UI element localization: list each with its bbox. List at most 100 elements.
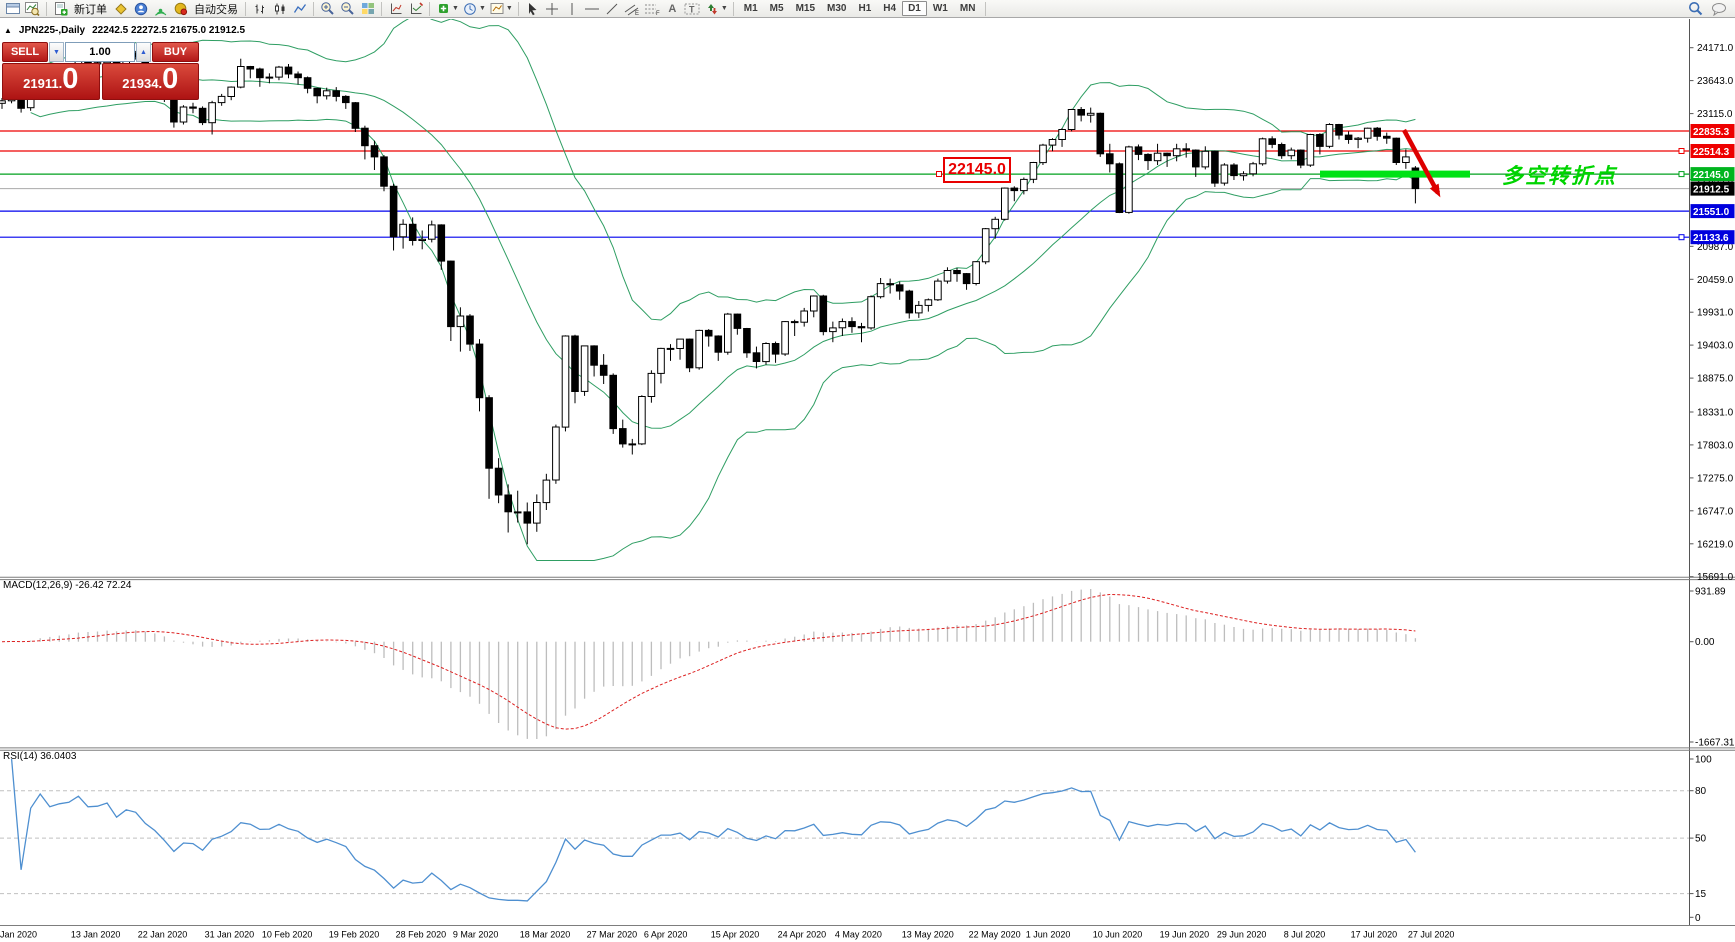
line-handle[interactable] bbox=[1678, 148, 1685, 154]
line-handle[interactable] bbox=[1678, 234, 1685, 241]
candle bbox=[1325, 124, 1334, 147]
window-icon[interactable] bbox=[3, 1, 22, 17]
new-order-label[interactable]: 新订单 bbox=[74, 3, 107, 16]
trend-arrow[interactable] bbox=[1402, 128, 1441, 198]
timeframe-MN[interactable]: MN bbox=[959, 3, 976, 14]
timeframe-H4[interactable]: H4 bbox=[883, 3, 897, 14]
volume-up-spinner[interactable]: ▲ bbox=[136, 42, 151, 62]
horizontal-line-icon[interactable] bbox=[583, 1, 602, 17]
price-tick-label: 19403.0 bbox=[1697, 341, 1734, 352]
candle bbox=[991, 218, 1000, 230]
candle bbox=[361, 127, 369, 147]
search-icon[interactable] bbox=[1686, 1, 1705, 17]
community-icon[interactable] bbox=[131, 1, 150, 17]
cursor-icon[interactable] bbox=[523, 1, 542, 17]
candle bbox=[198, 107, 207, 124]
price-tick-label: 18875.0 bbox=[1697, 374, 1734, 385]
buy-button[interactable]: BUY bbox=[152, 42, 199, 62]
bar-chart-icon[interactable] bbox=[250, 1, 269, 17]
timeframe-M30[interactable]: M30 bbox=[827, 3, 847, 14]
line-chart-icon[interactable] bbox=[290, 1, 309, 17]
candle bbox=[399, 223, 407, 238]
time-label: 4 May 2020 bbox=[835, 930, 882, 940]
time-label: 2 Jan 2020 bbox=[0, 930, 37, 940]
rsi-scale-label: 80 bbox=[1695, 786, 1707, 797]
time-label: 10 Jun 2020 bbox=[1093, 930, 1143, 940]
chat-icon[interactable] bbox=[1709, 1, 1728, 17]
indicators-icon[interactable] bbox=[386, 1, 405, 17]
candle bbox=[752, 352, 761, 362]
fibonacci-icon[interactable]: F bbox=[643, 1, 662, 17]
metaeditor-icon[interactable] bbox=[111, 1, 130, 17]
candle bbox=[1383, 135, 1391, 139]
periods-icon[interactable] bbox=[461, 1, 480, 17]
candle bbox=[389, 185, 398, 238]
candle bbox=[1287, 149, 1296, 157]
candle bbox=[561, 335, 570, 428]
candle bbox=[905, 290, 914, 314]
price-tick-label: 16219.0 bbox=[1697, 539, 1734, 550]
toolbar: 新订单 自动交易 bbox=[0, 0, 1735, 18]
zoom-in-icon[interactable] bbox=[318, 1, 337, 17]
candle bbox=[1402, 156, 1410, 163]
template-icon[interactable] bbox=[488, 1, 507, 17]
ask-price-button[interactable]: 21934. 0 bbox=[101, 63, 199, 100]
support-zone-bar[interactable] bbox=[1320, 170, 1470, 178]
candle bbox=[638, 396, 646, 445]
candle bbox=[1239, 173, 1248, 177]
volume-down-spinner[interactable]: ▼ bbox=[49, 42, 64, 62]
add-indicator-caret[interactable]: ▼ bbox=[452, 5, 459, 12]
candle bbox=[867, 296, 875, 329]
candle bbox=[590, 345, 598, 366]
timeframe-M1[interactable]: M1 bbox=[743, 3, 758, 14]
toolbar-separator bbox=[732, 1, 734, 16]
candle bbox=[924, 299, 933, 306]
turning-point-note[interactable]: 多空转折点 bbox=[1502, 165, 1617, 188]
text-icon[interactable]: A bbox=[668, 2, 677, 15]
periods-caret[interactable]: ▼ bbox=[478, 5, 486, 12]
candle bbox=[237, 66, 245, 88]
toolbar-separator bbox=[46, 1, 47, 16]
price-tick-label: 15691.0 bbox=[1697, 572, 1734, 583]
volume-input[interactable]: 1.00 bbox=[65, 42, 135, 62]
timeframe-W1[interactable]: W1 bbox=[932, 3, 948, 14]
add-indicator-icon[interactable] bbox=[434, 1, 453, 17]
timeframe-D1[interactable]: D1 bbox=[902, 1, 927, 16]
objects-list-icon[interactable] bbox=[406, 1, 425, 17]
arrows-tool-icon[interactable] bbox=[703, 1, 722, 17]
signals-icon[interactable] bbox=[151, 1, 170, 17]
arrows-caret[interactable]: ▼ bbox=[720, 5, 728, 12]
line-handle[interactable] bbox=[1678, 171, 1685, 178]
macd-scale-label: -1667.31 bbox=[1695, 738, 1735, 749]
timeframe-M5[interactable]: M5 bbox=[769, 3, 784, 14]
panel-collapse-icon[interactable]: ▲ bbox=[4, 25, 12, 35]
candle bbox=[1029, 162, 1038, 180]
text-label-icon[interactable]: T bbox=[683, 1, 702, 17]
vertical-line-icon[interactable] bbox=[563, 1, 582, 17]
candle bbox=[485, 397, 493, 469]
candle bbox=[1392, 137, 1401, 163]
tile-windows-icon[interactable] bbox=[358, 1, 377, 17]
chart-profile-icon[interactable] bbox=[23, 1, 42, 17]
zoom-out-icon[interactable] bbox=[338, 1, 357, 17]
crosshair-icon[interactable] bbox=[543, 1, 562, 17]
template-caret[interactable]: ▼ bbox=[505, 5, 513, 12]
macd-signal-line bbox=[1, 593, 1416, 730]
candlestick-chart-icon[interactable] bbox=[270, 1, 289, 17]
bid-price-button[interactable]: 21911. 0 bbox=[2, 63, 100, 100]
price-tick-label: 23115.0 bbox=[1697, 109, 1733, 120]
callout-anchor-handle[interactable] bbox=[936, 171, 942, 177]
autotrading-label[interactable]: 自动交易 bbox=[194, 3, 238, 16]
channel-tag-glyph: E bbox=[635, 11, 639, 16]
trendline-icon[interactable] bbox=[603, 1, 622, 17]
new-order-icon[interactable] bbox=[51, 1, 70, 17]
time-label: 17 Jul 2020 bbox=[1351, 930, 1398, 940]
autotrading-icon[interactable] bbox=[171, 1, 190, 17]
sell-button[interactable]: SELL bbox=[2, 42, 48, 62]
timeframe-H1[interactable]: H1 bbox=[858, 3, 872, 14]
price-callout[interactable]: 22145.0 bbox=[943, 157, 1011, 183]
equidistant-channel-icon[interactable]: E bbox=[623, 1, 642, 17]
timeframe-M15[interactable]: M15 bbox=[795, 3, 816, 14]
toolbar-separator bbox=[985, 1, 987, 16]
bollinger-upper-band bbox=[30, 19, 1416, 321]
